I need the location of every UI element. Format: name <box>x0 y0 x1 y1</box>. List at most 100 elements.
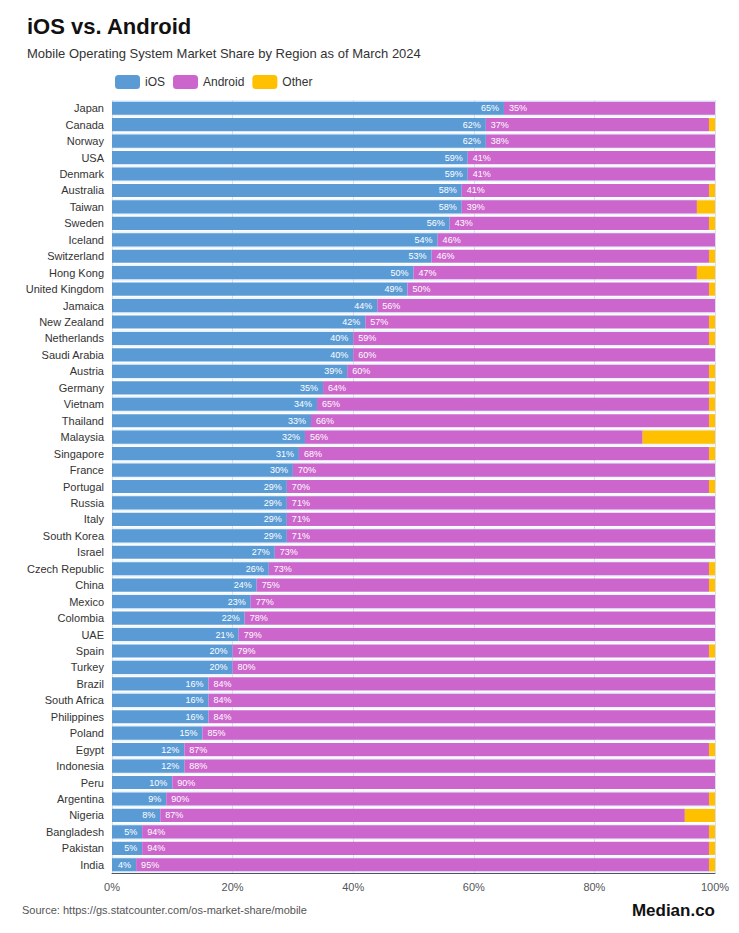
svg-text:Italy: Italy <box>84 513 105 525</box>
svg-text:90%: 90% <box>171 794 189 804</box>
svg-text:Netherlands: Netherlands <box>45 332 105 344</box>
svg-text:39%: 39% <box>324 366 342 376</box>
svg-text:Indonesia: Indonesia <box>56 760 105 772</box>
svg-text:UAE: UAE <box>81 629 104 641</box>
svg-text:Australia: Australia <box>61 184 105 196</box>
svg-text:50%: 50% <box>412 284 430 294</box>
svg-text:73%: 73% <box>274 564 292 574</box>
svg-text:Malaysia: Malaysia <box>61 431 105 443</box>
svg-text:90%: 90% <box>177 778 195 788</box>
svg-text:Hong Kong: Hong Kong <box>49 267 104 279</box>
svg-text:71%: 71% <box>292 531 310 541</box>
svg-text:59%: 59% <box>358 333 376 343</box>
svg-text:40%: 40% <box>330 350 348 360</box>
svg-text:16%: 16% <box>185 695 203 705</box>
svg-text:Israel: Israel <box>77 546 104 558</box>
svg-text:15%: 15% <box>179 728 197 738</box>
svg-text:84%: 84% <box>213 695 231 705</box>
svg-text:94%: 94% <box>147 827 165 837</box>
svg-text:22%: 22% <box>222 613 240 623</box>
svg-text:Android: Android <box>203 75 244 89</box>
svg-text:88%: 88% <box>189 761 207 771</box>
svg-text:Peru: Peru <box>81 777 104 789</box>
svg-text:87%: 87% <box>189 745 207 755</box>
svg-text:21%: 21% <box>216 630 234 640</box>
svg-text:46%: 46% <box>437 251 455 261</box>
svg-text:South Africa: South Africa <box>45 694 105 706</box>
svg-text:40%: 40% <box>330 333 348 343</box>
svg-text:59%: 59% <box>445 153 463 163</box>
svg-text:Vietnam: Vietnam <box>64 398 104 410</box>
svg-text:29%: 29% <box>264 531 282 541</box>
svg-text:Germany: Germany <box>59 382 105 394</box>
svg-text:34%: 34% <box>294 399 312 409</box>
svg-text:0%: 0% <box>104 881 120 893</box>
svg-text:56%: 56% <box>310 432 328 442</box>
svg-text:9%: 9% <box>148 794 161 804</box>
svg-text:Jamaica: Jamaica <box>63 300 105 312</box>
svg-text:Colombia: Colombia <box>58 612 105 624</box>
svg-text:29%: 29% <box>264 514 282 524</box>
svg-text:43%: 43% <box>455 218 473 228</box>
svg-text:68%: 68% <box>304 449 322 459</box>
svg-text:27%: 27% <box>252 547 270 557</box>
svg-text:71%: 71% <box>292 498 310 508</box>
svg-text:Singapore: Singapore <box>54 448 104 460</box>
svg-text:53%: 53% <box>409 251 427 261</box>
svg-text:29%: 29% <box>264 498 282 508</box>
svg-text:12%: 12% <box>161 745 179 755</box>
svg-text:Iceland: Iceland <box>69 234 104 246</box>
svg-text:79%: 79% <box>238 646 256 656</box>
svg-text:77%: 77% <box>256 597 274 607</box>
svg-text:66%: 66% <box>316 416 334 426</box>
svg-text:20%: 20% <box>210 646 228 656</box>
svg-text:84%: 84% <box>213 679 231 689</box>
svg-text:23%: 23% <box>228 597 246 607</box>
svg-text:20%: 20% <box>210 662 228 672</box>
svg-text:84%: 84% <box>213 712 231 722</box>
svg-text:New Zealand: New Zealand <box>39 316 104 328</box>
svg-text:Argentina: Argentina <box>57 793 105 805</box>
svg-text:35%: 35% <box>300 383 318 393</box>
svg-text:62%: 62% <box>463 136 481 146</box>
svg-text:26%: 26% <box>246 564 264 574</box>
svg-text:Sweden: Sweden <box>64 217 104 229</box>
svg-text:29%: 29% <box>264 482 282 492</box>
svg-text:87%: 87% <box>165 810 183 820</box>
svg-text:USA: USA <box>81 152 104 164</box>
svg-text:60%: 60% <box>352 366 370 376</box>
svg-text:60%: 60% <box>463 881 485 893</box>
svg-text:Turkey: Turkey <box>71 661 105 673</box>
svg-text:20%: 20% <box>222 881 244 893</box>
svg-text:95%: 95% <box>141 860 159 870</box>
svg-text:30%: 30% <box>270 465 288 475</box>
svg-text:Nigeria: Nigeria <box>69 809 105 821</box>
svg-text:Brazil: Brazil <box>76 678 104 690</box>
svg-text:49%: 49% <box>384 284 402 294</box>
svg-text:65%: 65% <box>322 399 340 409</box>
svg-text:44%: 44% <box>354 301 372 311</box>
svg-text:79%: 79% <box>244 630 262 640</box>
svg-text:32%: 32% <box>282 432 300 442</box>
svg-text:57%: 57% <box>370 317 388 327</box>
svg-text:Portugal: Portugal <box>63 481 104 493</box>
svg-text:Austria: Austria <box>70 365 105 377</box>
svg-text:38%: 38% <box>491 136 509 146</box>
svg-text:Russia: Russia <box>70 497 105 509</box>
svg-text:Spain: Spain <box>76 645 104 657</box>
svg-text:80%: 80% <box>583 881 605 893</box>
svg-text:39%: 39% <box>467 202 485 212</box>
svg-text:Egypt: Egypt <box>76 744 104 756</box>
svg-text:37%: 37% <box>491 120 509 130</box>
svg-text:85%: 85% <box>207 728 225 738</box>
svg-text:India: India <box>80 859 105 871</box>
svg-text:41%: 41% <box>473 153 491 163</box>
svg-text:42%: 42% <box>342 317 360 327</box>
svg-text:70%: 70% <box>298 465 316 475</box>
svg-text:Denmark: Denmark <box>59 168 104 180</box>
svg-text:4%: 4% <box>118 860 131 870</box>
svg-text:France: France <box>70 464 104 476</box>
svg-text:41%: 41% <box>467 185 485 195</box>
svg-text:64%: 64% <box>328 383 346 393</box>
svg-text:Bangladesh: Bangladesh <box>46 826 104 838</box>
